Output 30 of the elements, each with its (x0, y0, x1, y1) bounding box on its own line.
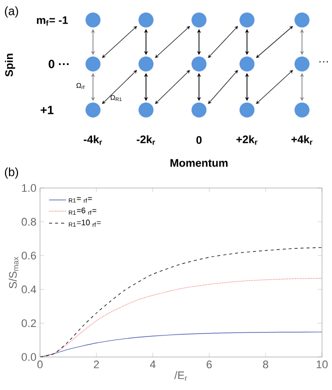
y-tick-label: 0.8 (22, 218, 36, 226)
text: (a) (4, 6, 18, 18)
text: m$_{f}$= -1 (36, 16, 68, 26)
x-axis-title: /E$_{r}$ (174, 371, 188, 381)
text: -2k$_{r}$ (136, 135, 156, 145)
y-tick-label: 1.0 (22, 184, 36, 192)
text: +2k$_{r}$ (236, 135, 258, 145)
line-series (40, 332, 322, 357)
text: Momentum (170, 159, 228, 167)
x-tick-label: 0 (37, 360, 43, 368)
x-tick-label: 10 (316, 360, 328, 368)
line-series (40, 247, 322, 357)
y-tick-label: 0.2 (22, 319, 36, 328)
text: (b) (4, 167, 18, 179)
text: 0 ··· (48, 60, 69, 68)
text: 0 (196, 136, 202, 144)
y-tick-label: 0.4 (22, 286, 36, 294)
text: Spin (4, 54, 16, 77)
text: ··· (319, 61, 328, 62)
y-tick-label: 0.6 (22, 252, 36, 260)
line-series (40, 278, 322, 357)
text: +1 (40, 106, 54, 114)
text: -4k$_{r}$ (84, 135, 102, 145)
x-tick-label: 4 (150, 360, 156, 368)
text: +4k$_{r}$ (291, 135, 312, 145)
y-axis-title: S/S$_{max}$ (8, 256, 18, 288)
x-tick-label: 2 (94, 360, 99, 368)
x-tick-label: 6 (206, 360, 212, 368)
x-tick-label: 8 (263, 360, 268, 368)
y-tick-label: 0.0 (22, 353, 36, 361)
